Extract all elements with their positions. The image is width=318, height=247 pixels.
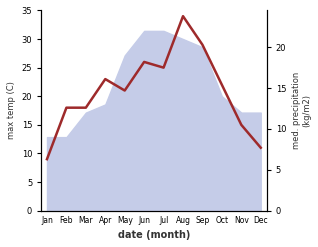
Y-axis label: max temp (C): max temp (C) [7, 82, 16, 140]
X-axis label: date (month): date (month) [118, 230, 190, 240]
Y-axis label: med. precipitation
(kg/m2): med. precipitation (kg/m2) [292, 72, 311, 149]
